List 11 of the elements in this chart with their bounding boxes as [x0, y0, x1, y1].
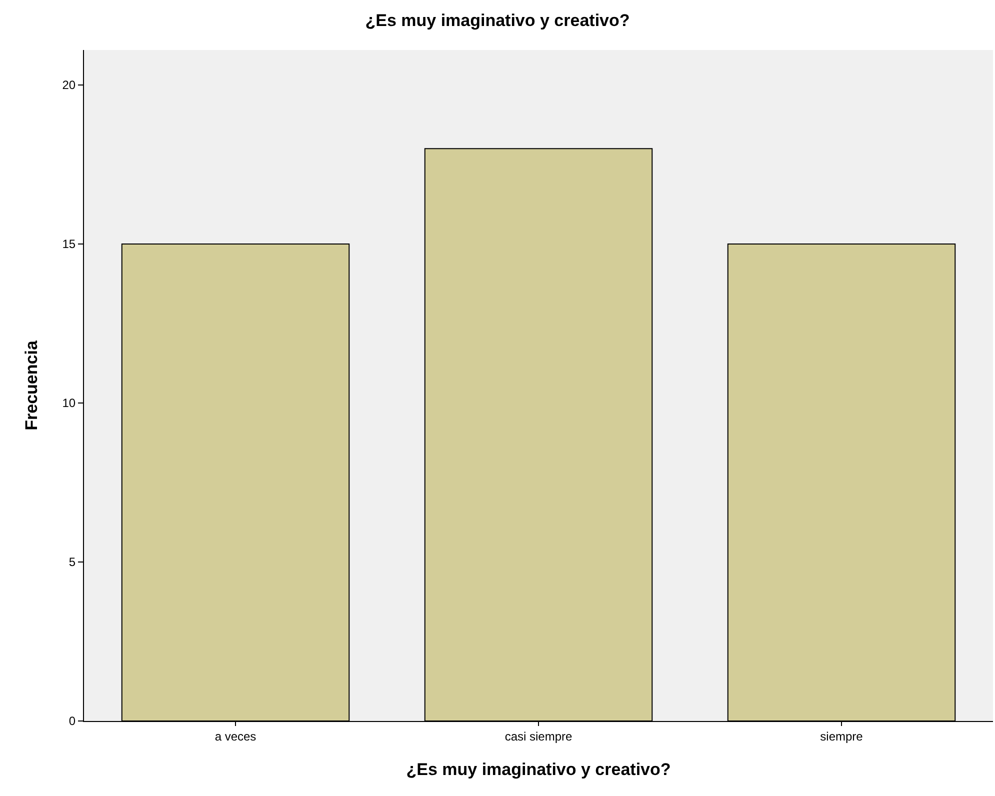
x-tick-label: a veces — [214, 729, 256, 744]
y-tick-label: 10 — [62, 396, 76, 410]
y-tick-label: 15 — [62, 237, 76, 252]
x-tick-label: casi siempre — [504, 729, 572, 744]
x-tick-label: siempre — [820, 729, 864, 744]
y-tick-label: 20 — [62, 78, 76, 92]
y-axis-title: Frecuencia — [22, 340, 41, 430]
x-axis-title: ¿Es muy imaginativo y creativo? — [406, 760, 671, 779]
chart-title: ¿Es muy imaginativo y creativo? — [365, 10, 630, 30]
y-tick-label: 0 — [68, 714, 76, 728]
y-tick-label: 5 — [68, 555, 76, 570]
